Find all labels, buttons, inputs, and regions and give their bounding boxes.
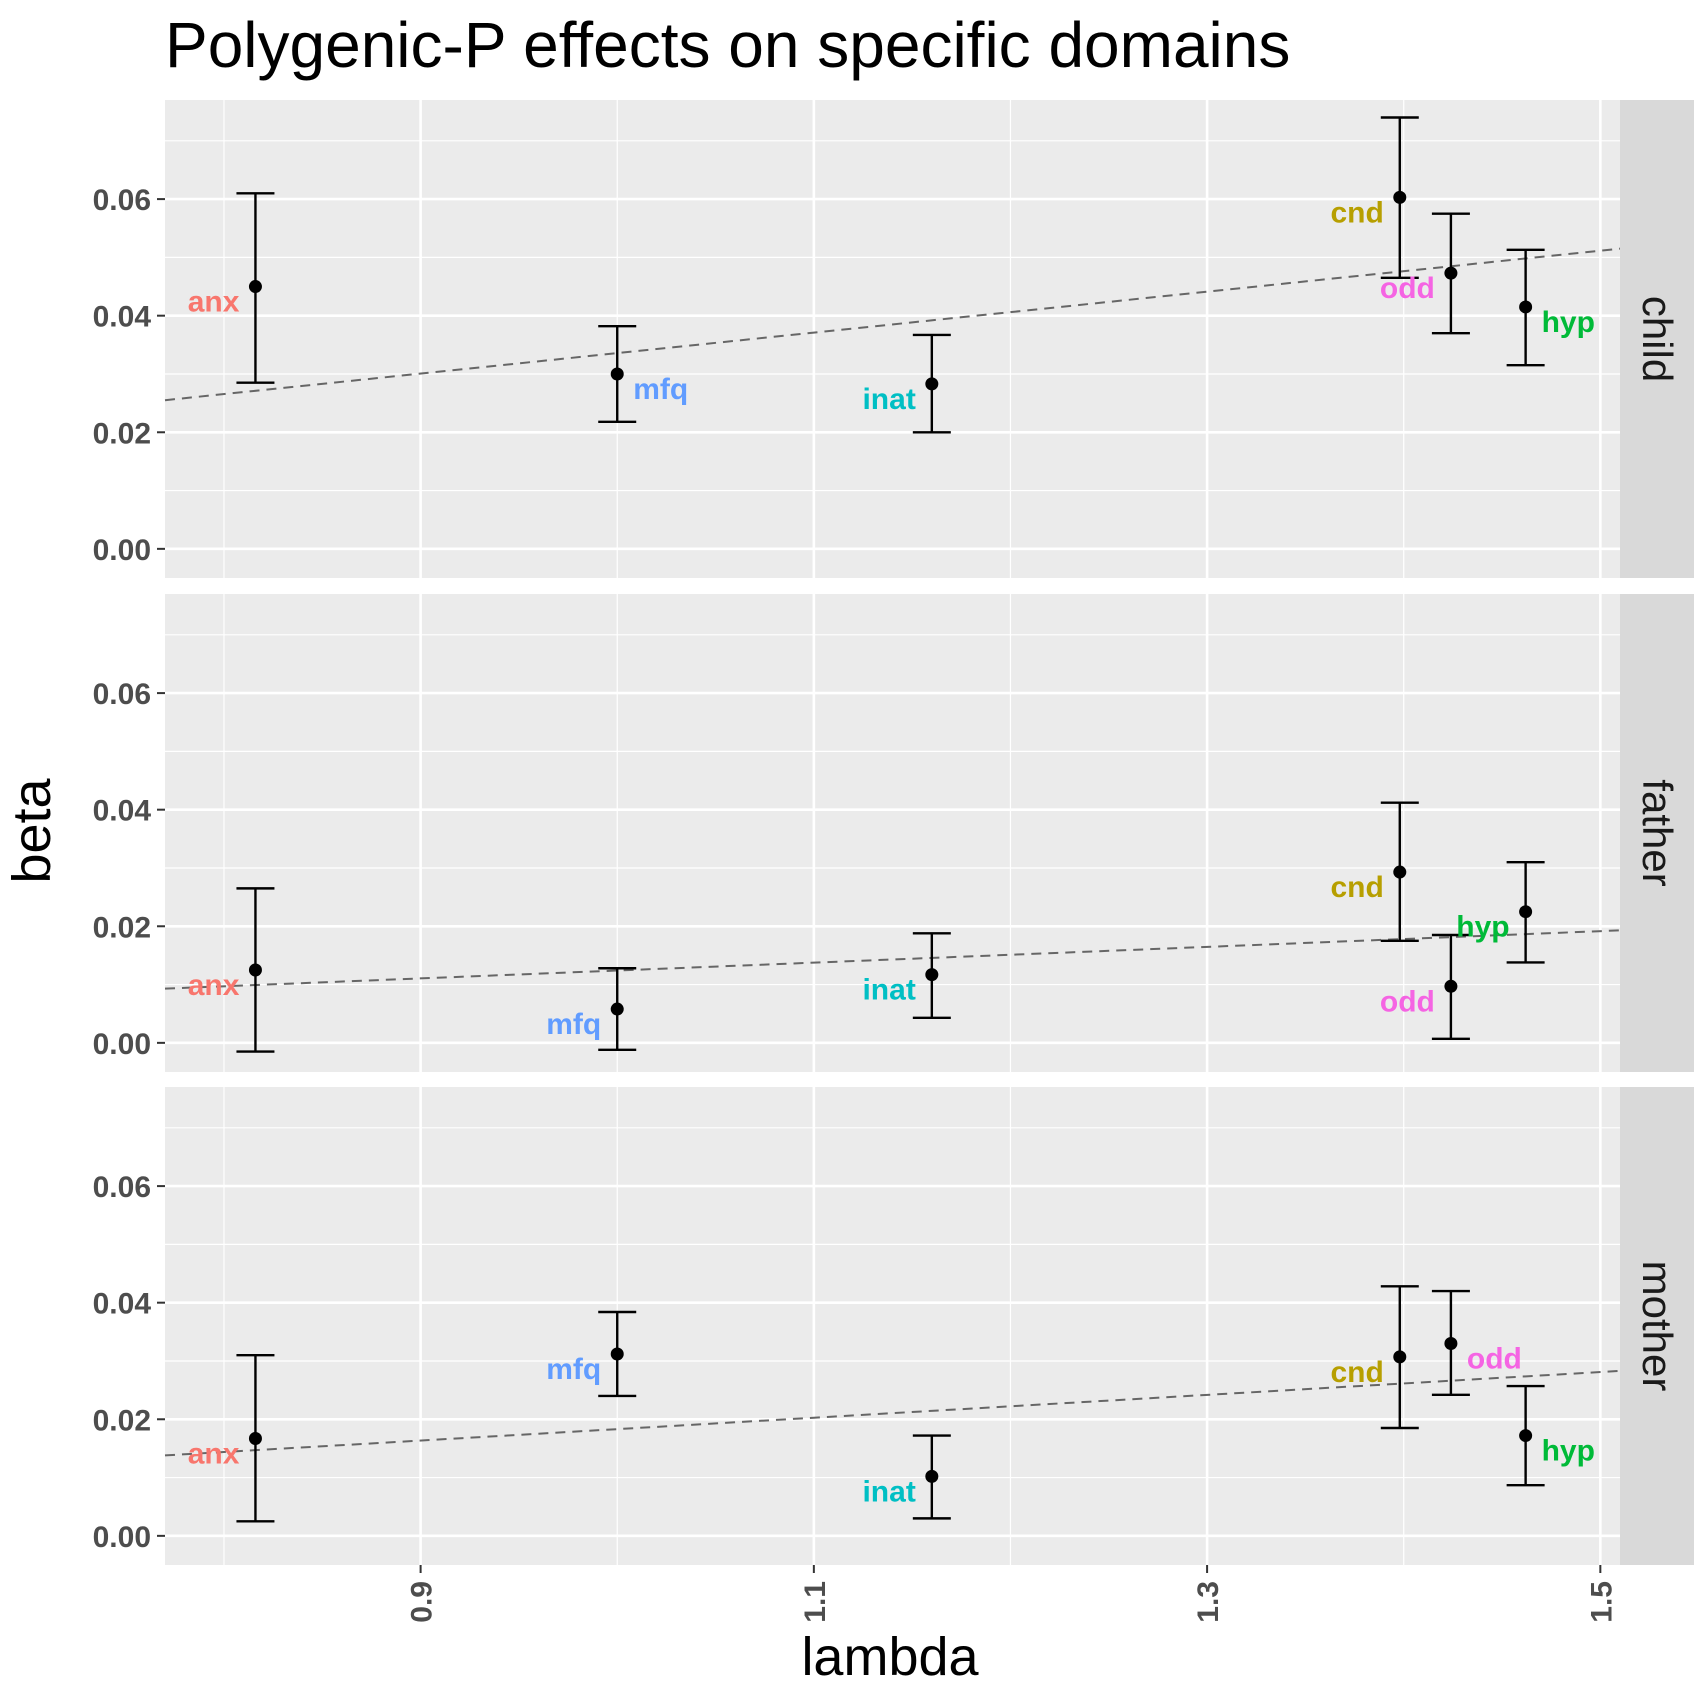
data-point-cnd: cnd [1330, 1285, 1419, 1430]
panel-background [165, 1087, 1620, 1565]
point-marker [1393, 865, 1407, 879]
data-point-odd: odd [1380, 933, 1470, 1040]
facet-strip-label: child [1634, 296, 1681, 382]
y-tick-label: 0.06 [93, 678, 151, 711]
y-tick-label: 0.04 [93, 1288, 152, 1321]
point-label-hyp: hyp [1542, 1435, 1595, 1468]
panel-father: 0.00 0.02 0.04 0.06 anx mfq inat cnd odd hyp fathe… [93, 594, 1694, 1072]
point-label-odd: odd [1380, 985, 1435, 1018]
y-tick-label: 0.00 [93, 1028, 151, 1061]
point-marker [248, 1432, 262, 1446]
point-marker [1444, 1336, 1458, 1350]
y-tick-label: 0.06 [93, 184, 151, 217]
trend-line [164, 1369, 1621, 1457]
point-label-anx: anx [188, 969, 240, 1002]
data-point-hyp: hyp [1506, 248, 1595, 367]
point-marker [1519, 905, 1533, 919]
panel-child: 0.00 0.02 0.04 0.06 anx mfq inat cnd odd hyp child [93, 100, 1694, 578]
data-point-hyp: hyp [1456, 860, 1545, 964]
data-point-inat: inat [862, 1434, 951, 1520]
point-marker [925, 968, 939, 982]
facet-strip [1620, 100, 1694, 578]
data-point-odd: odd [1380, 212, 1470, 335]
panel-background [165, 594, 1620, 1072]
point-marker [610, 1347, 624, 1361]
y-axis-title: beta [2, 777, 62, 883]
data-point-hyp: hyp [1506, 1384, 1595, 1487]
data-point-cnd: cnd [1330, 116, 1419, 279]
data-point-anx: anx [188, 887, 275, 1053]
data-point-anx: anx [188, 1353, 275, 1523]
point-label-mfq: mfq [546, 1353, 601, 1386]
facet-strip [1620, 594, 1694, 1072]
point-label-inat: inat [862, 383, 915, 416]
x-tick-label: 0.9 [406, 1581, 439, 1623]
point-marker [248, 963, 262, 977]
data-point-inat: inat [862, 932, 951, 1019]
y-tick-label: 0.02 [93, 911, 151, 944]
data-point-inat: inat [862, 333, 951, 434]
point-label-cnd: cnd [1330, 1356, 1383, 1389]
x-tick-label: 1.5 [1585, 1581, 1618, 1623]
point-label-odd: odd [1467, 1342, 1522, 1375]
facet-strip [1620, 1087, 1694, 1565]
data-point-odd: odd [1431, 1289, 1522, 1396]
point-marker [1393, 1350, 1407, 1364]
y-tick-label: 0.02 [93, 1404, 151, 1437]
x-axis: 0.9 1.1 1.3 1.5 [406, 1565, 1618, 1623]
point-label-mfq: mfq [633, 373, 688, 406]
point-marker [610, 367, 624, 381]
chart-title: Polygenic-P effects on specific domains [165, 9, 1290, 81]
point-label-inat: inat [862, 974, 915, 1007]
data-point-mfq: mfq [546, 967, 637, 1052]
point-label-inat: inat [862, 1475, 915, 1508]
point-label-hyp: hyp [1542, 306, 1595, 339]
panel-background [165, 100, 1620, 578]
y-tick-label: 0.02 [93, 417, 151, 450]
point-marker [1519, 300, 1533, 314]
facet-panels: 0.00 0.02 0.04 0.06 anx mfq inat cnd odd hyp child… [93, 100, 1694, 1565]
y-tick-label: 0.06 [93, 1171, 151, 1204]
x-axis-title: lambda [801, 1627, 979, 1687]
point-label-cnd: cnd [1330, 871, 1383, 904]
x-tick-label: 1.1 [799, 1581, 832, 1623]
trend-line [164, 929, 1621, 990]
data-point-mfq: mfq [598, 324, 688, 423]
facet-strip-label: mother [1634, 1261, 1681, 1392]
point-label-anx: anx [188, 1438, 240, 1471]
point-marker [248, 280, 262, 294]
point-marker [925, 377, 939, 391]
point-label-odd: odd [1380, 272, 1435, 305]
point-label-mfq: mfq [546, 1008, 601, 1041]
point-marker [1444, 979, 1458, 993]
facet-strip-label: father [1634, 779, 1681, 886]
x-tick-label: 1.3 [1192, 1581, 1225, 1623]
y-tick-label: 0.04 [93, 301, 152, 334]
y-tick-label: 0.00 [93, 1521, 151, 1554]
point-label-hyp: hyp [1456, 911, 1509, 944]
trend-line [164, 247, 1621, 402]
point-marker [1393, 190, 1407, 204]
point-marker [1444, 266, 1458, 280]
point-label-cnd: cnd [1330, 196, 1383, 229]
point-marker [610, 1002, 624, 1016]
point-marker [1519, 1429, 1533, 1443]
y-tick-label: 0.00 [93, 534, 151, 567]
data-point-mfq: mfq [546, 1310, 637, 1398]
data-point-anx: anx [188, 192, 275, 384]
data-point-cnd: cnd [1330, 801, 1419, 943]
panel-mother: 0.00 0.02 0.04 0.06 anx mfq inat cnd odd hyp mothe… [93, 1087, 1694, 1565]
y-tick-label: 0.04 [93, 795, 152, 828]
point-label-anx: anx [188, 286, 240, 319]
point-marker [925, 1469, 939, 1483]
